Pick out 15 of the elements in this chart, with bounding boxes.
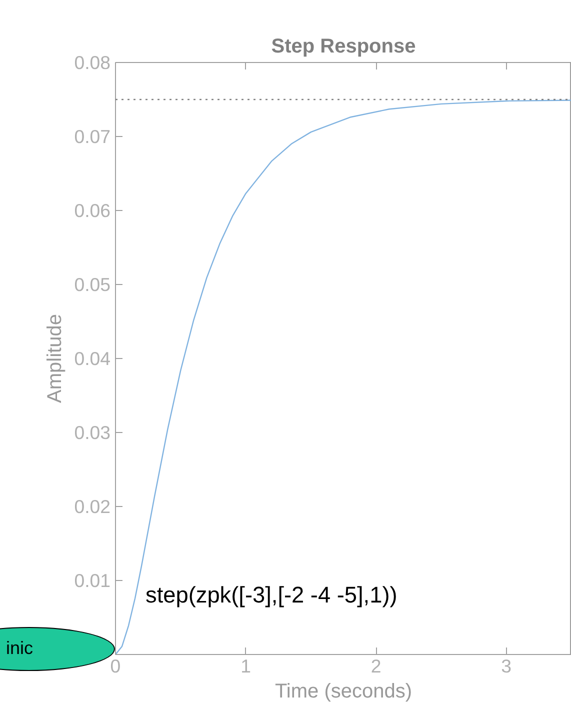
y-tick-label: 0.06 — [74, 200, 110, 221]
y-tick-label: 0.07 — [74, 126, 110, 147]
x-tick-label: 1 — [240, 656, 251, 676]
y-axis-title: Amplitude — [44, 314, 66, 403]
annotation: step(zpk([-3],[-2 -4 -5],1)) — [146, 582, 398, 608]
y-tick-label: 0.03 — [74, 422, 110, 443]
x-tick-label: 2 — [370, 656, 382, 676]
x-axis-title: Time (seconds) — [274, 680, 412, 702]
chart-title: Step Response — [271, 36, 416, 58]
y-tick-label: 0.04 — [74, 348, 110, 369]
x-tick-label: 3 — [501, 656, 512, 676]
y-tick-label: 0.05 — [74, 274, 110, 295]
y-tick-label: 0.08 — [74, 52, 110, 73]
y-tick-label: 0.01 — [74, 570, 110, 591]
y-tick-label: 0.02 — [74, 496, 110, 517]
